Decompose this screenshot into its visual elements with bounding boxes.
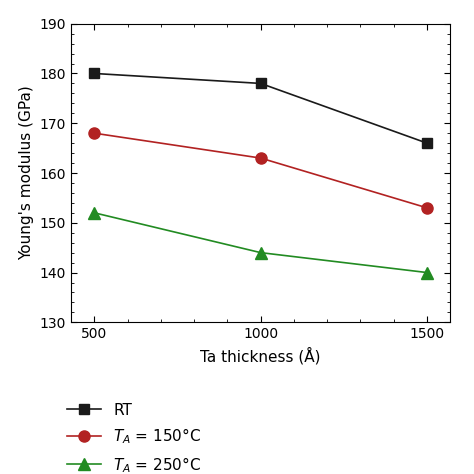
Y-axis label: Young's modulus (GPa): Young's modulus (GPa): [19, 86, 34, 260]
X-axis label: Ta thickness (Å): Ta thickness (Å): [201, 347, 321, 364]
Legend: RT, $T_A$ = 150°C, $T_A$ = 250°C: RT, $T_A$ = 150°C, $T_A$ = 250°C: [60, 396, 209, 474]
